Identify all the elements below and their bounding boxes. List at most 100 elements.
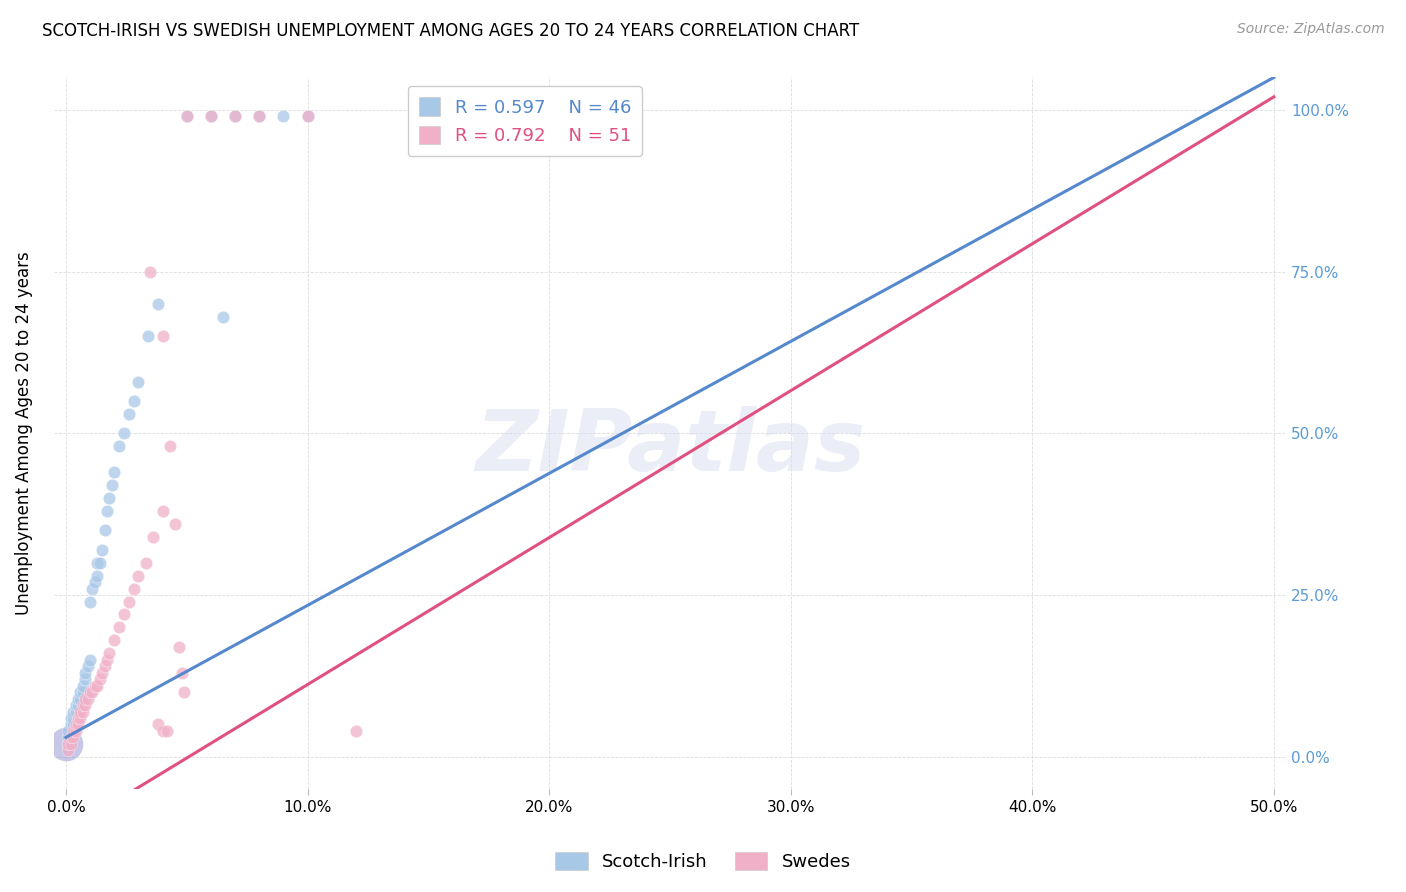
Point [173, 685, 195, 699]
Point [136, 329, 159, 343]
Point [76, 659, 98, 673]
Point [146, 297, 169, 311]
Point [66, 691, 89, 706]
Point [79, 594, 101, 608]
Point [103, 633, 125, 648]
Point [58, 723, 80, 738]
Point [108, 620, 131, 634]
Point [344, 723, 367, 738]
Point [118, 594, 141, 608]
Point [224, 109, 246, 123]
Point [89, 556, 111, 570]
Point [152, 329, 174, 343]
Point [79, 653, 101, 667]
Point [170, 665, 193, 680]
Point [58, 737, 80, 751]
Point [135, 556, 157, 570]
Point [139, 264, 162, 278]
Point [75, 665, 97, 680]
Text: SCOTCH-IRISH VS SWEDISH UNEMPLOYMENT AMONG AGES 20 TO 24 YEARS CORRELATION CHART: SCOTCH-IRISH VS SWEDISH UNEMPLOYMENT AMO… [42, 22, 859, 40]
Point [152, 723, 174, 738]
Point [83, 679, 105, 693]
Point [122, 582, 145, 596]
Point [65, 705, 87, 719]
Point [69, 685, 91, 699]
Point [83, 575, 105, 590]
Point [69, 705, 91, 719]
Point [163, 516, 186, 531]
Point [200, 109, 222, 123]
Point [58, 743, 80, 757]
Point [75, 691, 97, 706]
Point [247, 109, 270, 123]
Legend: Scotch-Irish, Swedes: Scotch-Irish, Swedes [548, 845, 858, 879]
Point [176, 109, 198, 123]
Point [169, 640, 191, 654]
Point [62, 705, 84, 719]
Point [297, 109, 319, 123]
Point [93, 524, 115, 538]
Point [59, 711, 82, 725]
Point [66, 698, 89, 712]
Point [75, 698, 97, 712]
Point [200, 109, 222, 123]
Text: ZIPatlas: ZIPatlas [475, 406, 865, 489]
Point [79, 685, 101, 699]
Point [118, 407, 141, 421]
Point [127, 375, 149, 389]
Legend: R = 0.597    N = 46, R = 0.792    N = 51: R = 0.597 N = 46, R = 0.792 N = 51 [408, 87, 643, 156]
Point [59, 737, 82, 751]
Point [58, 737, 80, 751]
Point [62, 717, 84, 731]
Point [142, 530, 165, 544]
Point [112, 426, 135, 441]
Point [93, 659, 115, 673]
Point [55, 737, 77, 751]
Point [82, 582, 104, 596]
Point [103, 465, 125, 479]
Point [146, 717, 169, 731]
Point [72, 705, 94, 719]
Point [89, 672, 111, 686]
Point [66, 711, 89, 725]
Point [72, 685, 94, 699]
Point [82, 685, 104, 699]
Point [96, 504, 118, 518]
Point [66, 717, 89, 731]
Point [91, 665, 114, 680]
Point [76, 691, 98, 706]
Point [59, 731, 82, 745]
Point [69, 711, 91, 725]
Point [62, 731, 84, 745]
Point [65, 698, 87, 712]
Point [101, 478, 124, 492]
Point [65, 717, 87, 731]
Point [98, 646, 121, 660]
Point [58, 731, 80, 745]
Point [62, 711, 84, 725]
Point [59, 717, 82, 731]
Point [62, 723, 84, 738]
Point [112, 607, 135, 622]
Point [86, 679, 108, 693]
Point [75, 672, 97, 686]
Y-axis label: Unemployment Among Ages 20 to 24 years: Unemployment Among Ages 20 to 24 years [15, 252, 32, 615]
Point [91, 542, 114, 557]
Point [96, 653, 118, 667]
Point [156, 723, 179, 738]
Point [108, 439, 131, 453]
Point [247, 109, 270, 123]
Point [212, 310, 235, 324]
Point [273, 109, 295, 123]
Point [152, 504, 174, 518]
Point [127, 568, 149, 582]
Text: Source: ZipAtlas.com: Source: ZipAtlas.com [1237, 22, 1385, 37]
Point [65, 723, 87, 738]
Point [297, 109, 319, 123]
Point [86, 556, 108, 570]
Point [159, 439, 181, 453]
Point [72, 679, 94, 693]
Point [72, 698, 94, 712]
Point [176, 109, 198, 123]
Point [98, 491, 121, 505]
